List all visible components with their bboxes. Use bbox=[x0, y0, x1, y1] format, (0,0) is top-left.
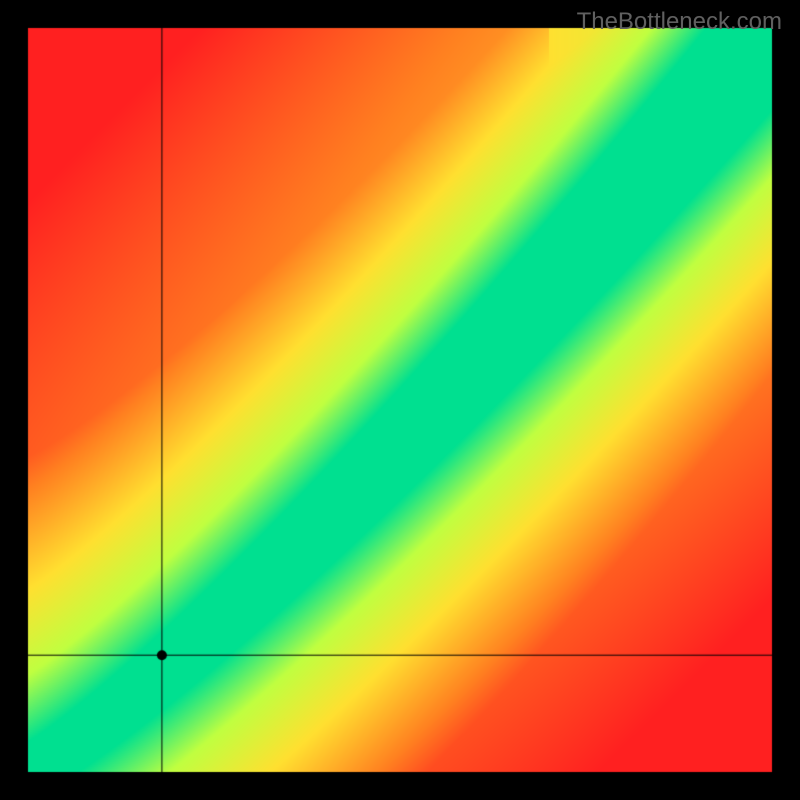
heatmap-canvas bbox=[0, 0, 800, 800]
bottleneck-chart: TheBottleneck.com bbox=[0, 0, 800, 800]
watermark-text: TheBottleneck.com bbox=[577, 8, 782, 36]
